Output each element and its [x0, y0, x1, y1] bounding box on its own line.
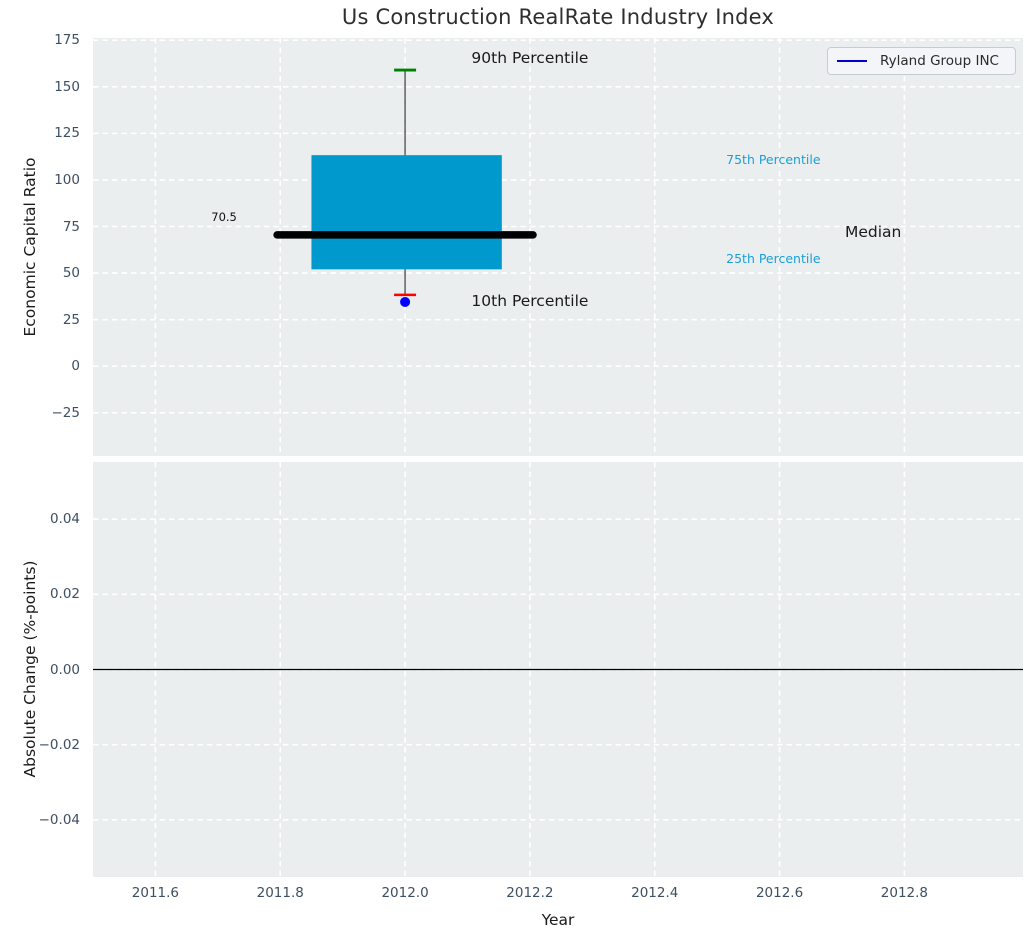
- y-tick-label: 0.00: [49, 661, 80, 678]
- y-tick-label: −25: [51, 404, 81, 421]
- y-tick-label: 0: [71, 358, 80, 375]
- y-tick-label: 175: [54, 32, 80, 49]
- plot-canvas-1: [93, 38, 1023, 456]
- x-tick-label: 2012.4: [631, 885, 679, 901]
- x-tick-label: 2012.6: [755, 885, 804, 901]
- x-axis-label: Year: [541, 911, 575, 929]
- legend: Ryland Group INC: [827, 47, 1016, 75]
- y-tick-label: 75: [62, 218, 80, 235]
- y-tick-label: −0.04: [38, 811, 80, 828]
- y-tick-label: −0.02: [38, 736, 80, 753]
- axes-bottom-change: [93, 462, 1023, 877]
- y-tick-label: 0.04: [49, 511, 80, 528]
- axes-top-boxplot: Ryland Group INC: [93, 38, 1023, 456]
- annotation-90th-percentile: 90th Percentile: [471, 48, 589, 67]
- x-tick-label: 2012.2: [506, 885, 554, 901]
- y-tick-label: 25: [62, 311, 80, 328]
- y-tick-label: 125: [54, 125, 80, 142]
- x-tick-label: 2011.8: [256, 885, 304, 901]
- company-data-point: [400, 296, 411, 307]
- y-tick-label: 150: [54, 78, 80, 95]
- x-tick-label: 2011.6: [131, 885, 180, 901]
- y-tick-label: 0.02: [49, 586, 80, 603]
- x-tick-label: 2012.0: [381, 885, 429, 901]
- annotation-75th-percentile: 75th Percentile: [726, 151, 821, 167]
- chart-title: Us Construction RealRate Industry Index: [341, 5, 775, 29]
- iqr-box: [311, 155, 502, 270]
- annotation-10th-percentile: 10th Percentile: [471, 291, 589, 310]
- plot-canvas-2: [93, 462, 1023, 877]
- legend-line-swatch: [837, 60, 867, 62]
- x-tick-label: 2012.8: [880, 885, 929, 901]
- y-tick-label: 100: [54, 171, 80, 188]
- annotation-25th-percentile: 25th Percentile: [726, 251, 821, 267]
- legend-label: Ryland Group INC: [880, 53, 999, 69]
- y-tick-label: 50: [62, 265, 80, 282]
- annotation-70-5: 70.5: [211, 210, 237, 225]
- annotation-median: Median: [844, 223, 902, 242]
